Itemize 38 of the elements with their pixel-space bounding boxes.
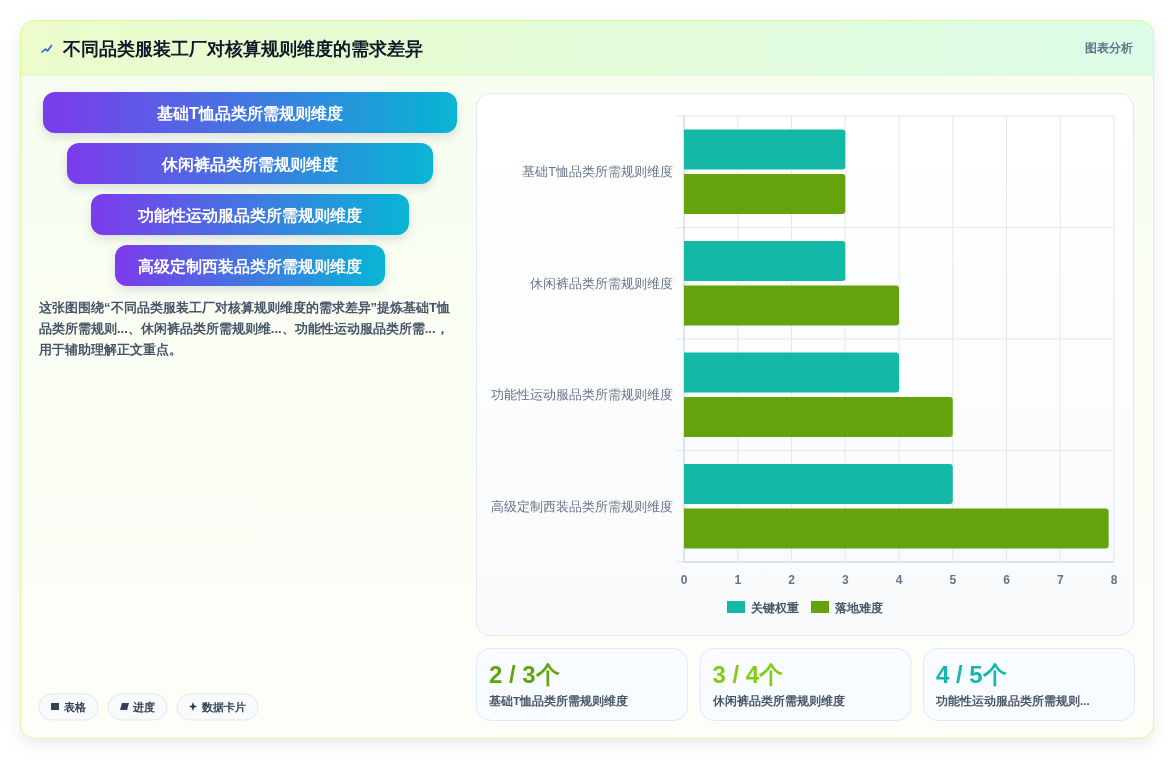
bar <box>684 240 846 282</box>
text: 高级定制西装品类所需规则维度 <box>138 256 362 275</box>
x-tick-label: 3 <box>841 573 849 587</box>
y-tick-label: 高级定制西装品类所需规则维度 <box>491 498 673 514</box>
legend-label: 落地难度 <box>834 600 883 615</box>
bar <box>684 285 899 326</box>
bar <box>684 508 1109 549</box>
text: 功能性运动服品类所需规则... <box>935 694 1090 707</box>
bar <box>684 396 953 438</box>
text: 休闲裤品类所需规则维度 <box>711 694 845 707</box>
text: 2 / 3个 <box>489 661 560 688</box>
y-tick-label: 基础T恤品类所需规则维度 <box>522 164 673 180</box>
text: 图表分析 <box>1085 41 1133 55</box>
text: 3 / 4个 <box>712 661 784 688</box>
x-tick-label: 7 <box>1056 573 1064 587</box>
x-tick-label: 6 <box>1003 573 1011 587</box>
legend-label: 关键权重 <box>750 600 799 615</box>
text: 不同品类服装工厂对核算规则维度的需求差异 <box>62 39 423 59</box>
x-tick-label: 2 <box>788 573 796 587</box>
text: 功能性运动服品类所需规则维度 <box>137 205 362 224</box>
bar <box>684 129 846 170</box>
x-tick-label: 5 <box>949 573 957 587</box>
x-tick-label: 8 <box>1110 573 1118 587</box>
text: 表格 <box>63 701 87 713</box>
text: 这张图围绕“不同品类服装工厂对核算规则维度的需求差异”提炼基础T恤品类所需规则...、休闲裤品类所需规则维...、功能性运动服品类所需...，用于辅助理解正文重点。 <box>38 300 450 357</box>
text: 休闲裤品类所需规则维度 <box>161 154 338 173</box>
bar <box>684 352 899 393</box>
text: 4 / 5个 <box>936 661 1007 688</box>
bar <box>684 463 953 505</box>
x-tick-label: 4 <box>895 573 903 587</box>
text: 基础T恤品类所需规则维度 <box>156 103 343 122</box>
text: 数据卡片 <box>201 701 246 713</box>
bar <box>684 173 846 215</box>
text: 进度 <box>132 701 155 713</box>
x-tick-label: 0 <box>680 573 688 587</box>
x-tick-label: 1 <box>734 573 742 587</box>
y-tick-label: 休闲裤品类所需规则维度 <box>530 275 673 291</box>
y-tick-label: 功能性运动服品类所需规则维度 <box>491 387 673 403</box>
